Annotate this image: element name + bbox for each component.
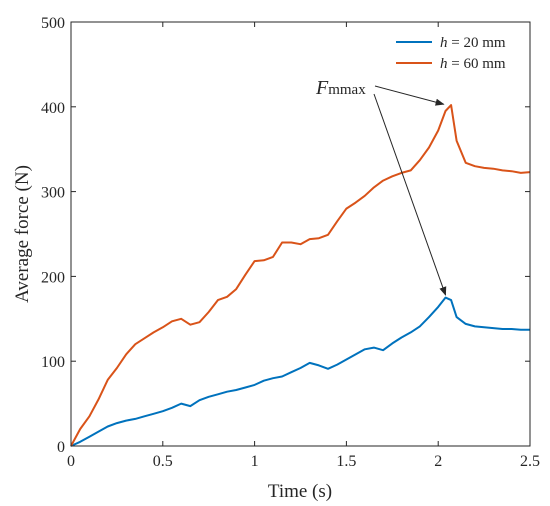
legend-label-h20: h = 20 mm bbox=[440, 35, 506, 51]
y-tick-label: 500 bbox=[41, 15, 65, 32]
fmmax-label-main: F bbox=[315, 77, 329, 99]
y-tick-label: 300 bbox=[41, 185, 65, 202]
fmmax-label-sub: mmax bbox=[328, 82, 366, 98]
plot-area-frame bbox=[70, 21, 531, 447]
fmmax-arrow-h20 bbox=[373, 93, 447, 296]
legend-label-h60-var: h bbox=[440, 56, 448, 72]
tick-layer: 0 0.5 1 1.5 2 2.5 0 100 200 300 400 500 bbox=[41, 15, 540, 470]
plot-area-background bbox=[71, 22, 530, 446]
series-layer bbox=[70, 104, 531, 447]
y-axis-title: Average force (N) bbox=[12, 165, 33, 303]
legend-label-h60-rest: = 60 mm bbox=[448, 56, 506, 72]
x-tick-label: 2.5 bbox=[520, 453, 540, 470]
y-tick-label: 400 bbox=[41, 100, 65, 117]
fmmax-arrow-h60 bbox=[374, 85, 445, 106]
fmmax-annotation-label: Fmmax bbox=[315, 77, 366, 99]
legend-label-h20-var: h bbox=[440, 35, 448, 51]
y-tick-label: 200 bbox=[41, 269, 65, 286]
x-tick-label: 1 bbox=[251, 453, 259, 470]
series-line-h20 bbox=[70, 296, 530, 447]
series-line-h60 bbox=[70, 104, 531, 447]
y-tick-label: 100 bbox=[41, 354, 65, 371]
x-tick-label: 2 bbox=[434, 453, 442, 470]
x-axis-title: Time (s) bbox=[268, 481, 332, 502]
annotation-layer bbox=[373, 85, 447, 296]
legend-label-h60: h = 60 mm bbox=[440, 56, 506, 72]
legend: h = 20 mm h = 60 mm bbox=[390, 28, 526, 74]
legend-box bbox=[390, 28, 526, 74]
x-tick-label: 0.5 bbox=[153, 453, 173, 470]
x-tick-label: 1.5 bbox=[336, 453, 356, 470]
x-tick-label: 0 bbox=[67, 453, 75, 470]
y-tick-label: 0 bbox=[57, 439, 65, 456]
legend-label-h20-rest: = 20 mm bbox=[448, 35, 506, 51]
